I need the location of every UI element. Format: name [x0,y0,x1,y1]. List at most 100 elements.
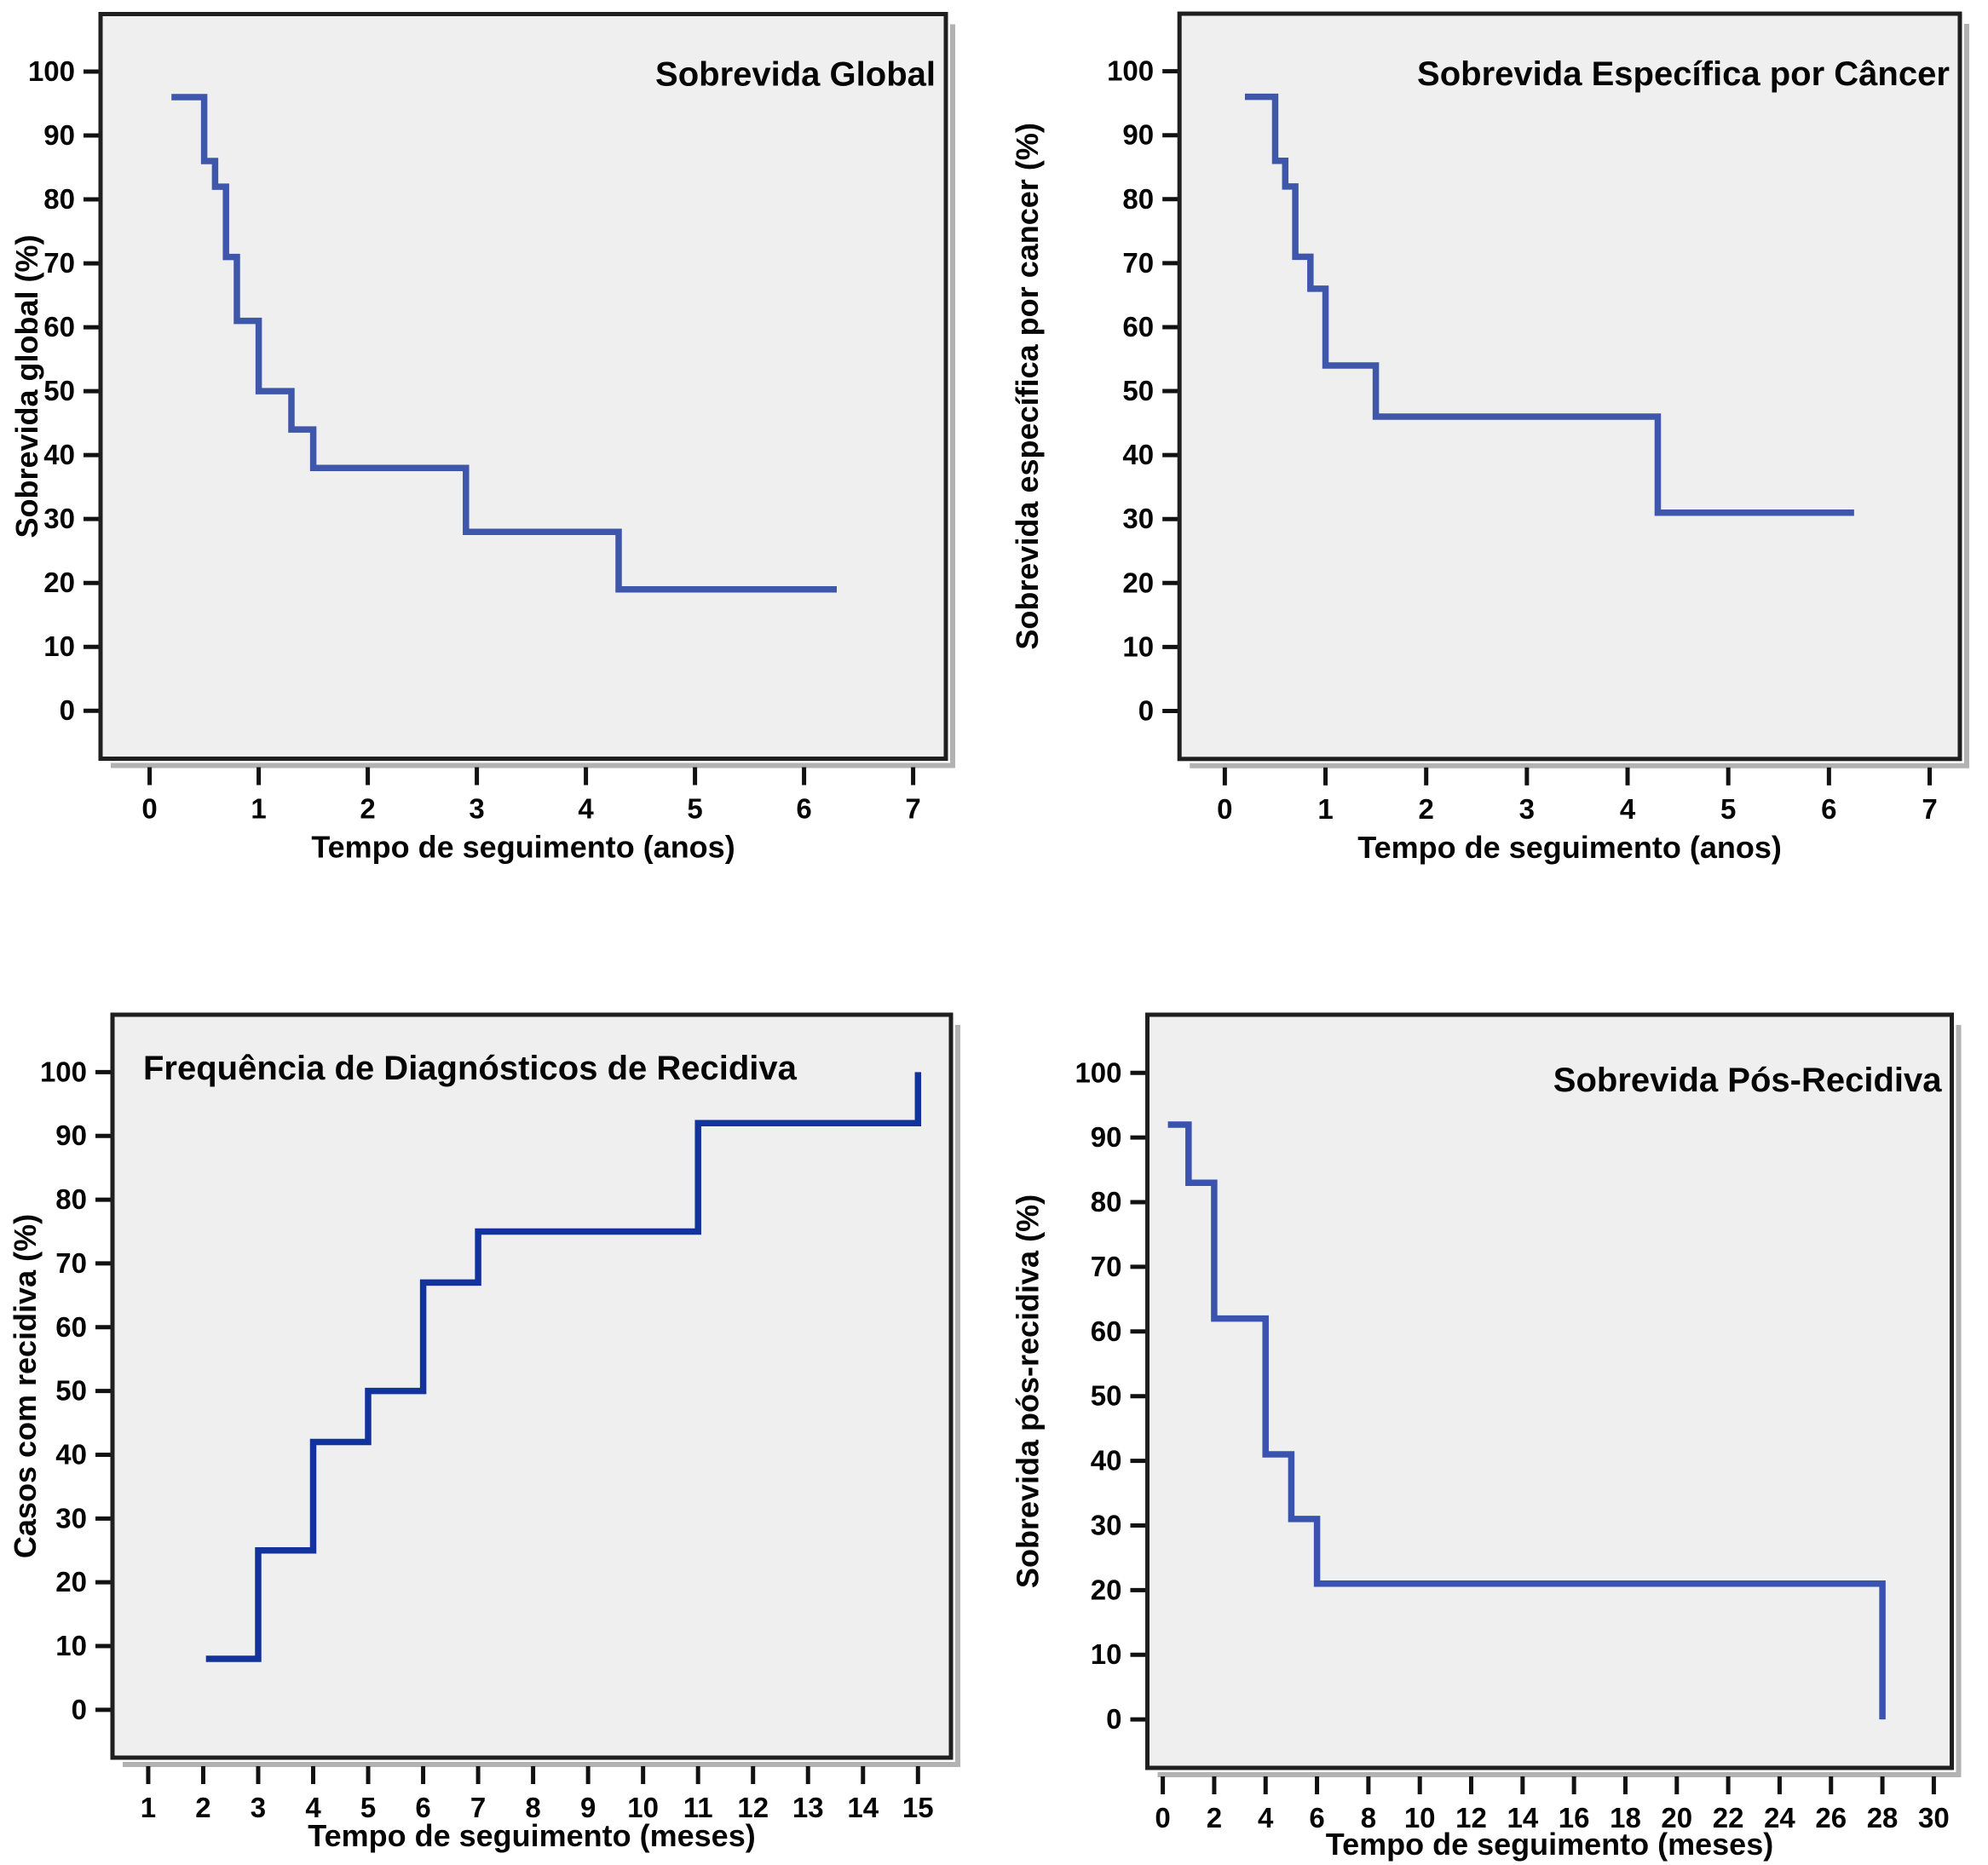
plot-frame [1145,1012,1954,1770]
panel-sobrevida-pos-recidiva: 0 2 4 6 8 10 12 14 16 18 20 22 24 26 28 30 0 10 20 30 40 50 60… [994,933,1988,1865]
x-tick-label: 5 [360,1792,376,1823]
plot-frame [98,12,948,761]
x-tick-label: 14 [1507,1802,1538,1833]
y-tick-label: 100 [28,55,75,87]
y-axis-label: Sobrevida global (%) [9,234,44,538]
y-tick-label: 0 [60,694,75,726]
y-tick-label: 40 [1091,1445,1122,1476]
x-tick-label: 6 [796,793,811,825]
y-tick-label: 20 [1091,1574,1122,1605]
y-tick-label: 40 [1122,439,1154,470]
chart-title: Sobrevida Específica por Câncer [1417,55,1950,93]
y-tick-label: 80 [1091,1186,1122,1217]
y-tick-label: 30 [43,503,75,534]
x-tick-label: 2 [1419,793,1434,825]
x-tick-label: 20 [1661,1802,1692,1833]
x-tick-label: 26 [1815,1802,1847,1833]
survival-step-line [1167,1121,1886,1720]
chart-title: Sobrevida Global [655,56,936,94]
frequencia-recidiva-chart: 1 2 3 4 5 6 7 8 9 10 11 12 13 14 150102030405060708090… [8,1012,960,1853]
frame-shadow [1190,24,1969,768]
x-tick-label: 10 [1404,1802,1436,1833]
y-tick-label: 90 [1091,1121,1122,1153]
y-tick-label: 10 [43,630,75,662]
y-axis-label: Sobrevida pós-recidiva (%) [1011,1194,1046,1588]
y-tick-label: 60 [55,1311,87,1343]
y-tick-label: 80 [55,1183,87,1215]
panel-sobrevida-especifica: 0 1 2 3 4 5 6 7 0 10 20 30 40 50 60 70 80 90 100 Sobrevida… [994,0,1988,933]
y-tick-label: 80 [43,183,75,215]
plot-area [1147,1015,1952,1768]
x-tick-label: 10 [627,1792,659,1823]
plot-frame [1177,11,1962,762]
frame-shadow [1157,1025,1962,1777]
x-tick-label: 0 [1217,793,1232,825]
x-tick-label: 3 [469,793,484,825]
plot-area [112,1015,951,1758]
y-tick-label: 20 [43,567,75,598]
x-tick-label: 13 [792,1792,824,1823]
y-tick-label: 70 [1122,247,1154,279]
x-tick-label: 8 [1361,1802,1376,1833]
x-tick-label: 12 [1455,1802,1487,1833]
panel-sobrevida-global: 0 1 2 3 4 5 6 7 0 10 20 30 40 50 60 70 80 90 100 Sobrevida… [0,0,994,933]
x-tick-label: 11 [683,1792,713,1823]
x-tick-label: 18 [1610,1802,1641,1833]
y-tick-label: 30 [1122,503,1154,534]
y-tick-label: 60 [1091,1315,1122,1347]
x-tick-label: 7 [470,1792,486,1823]
y-tick-label: 20 [55,1566,87,1597]
x-tick-label: 14 [847,1792,879,1823]
x-tick-label: 9 [580,1792,596,1823]
y-tick-label: 90 [43,119,75,151]
x-tick-label: 2 [360,793,375,825]
y-tick-label: 100 [1107,55,1154,87]
y-tick-label: 10 [1122,630,1154,662]
plot-area [101,14,946,759]
x-tick-label: 12 [737,1792,769,1823]
x-tick-label: 0 [141,793,157,825]
frame-shadow [123,1025,960,1767]
y-tick-label: 30 [55,1502,87,1534]
x-tick-label: 1 [1317,793,1333,825]
y-tick-label: 50 [55,1375,87,1407]
x-tick-label: 22 [1713,1802,1744,1833]
y-tick-label: 70 [43,247,75,279]
survival-step-line [1244,93,1854,516]
y-tick-label: 90 [1122,119,1154,151]
y-tick-label: 30 [1091,1509,1122,1540]
y-tick-label: 60 [43,311,75,342]
x-tick-label: 3 [1519,793,1535,825]
x-tick-label: 5 [1720,793,1736,825]
x-tick-label: 6 [1821,793,1836,825]
y-tick-label: 80 [1122,183,1154,215]
x-axis-label: Tempo de seguimento (meses) [1326,1827,1773,1862]
y-tick-label: 40 [55,1438,87,1470]
y-axis-label: Sobrevida específica por cancer (%) [1010,123,1045,650]
y-tick-label: 50 [43,375,75,406]
y-tick-label: 70 [1091,1251,1122,1282]
y-tick-label: 50 [1091,1380,1122,1412]
y-tick-label: 100 [40,1056,87,1087]
x-tick-label: 28 [1867,1802,1899,1833]
x-tick-label: 30 [1918,1802,1950,1833]
panel-frequencia-recidiva: 1 2 3 4 5 6 7 8 9 10 11 12 13 14 15 0 10 20 30 40 50 60 70 80 90… [0,933,994,1865]
x-tick-label: 7 [905,793,920,825]
x-axis-label: Tempo de seguimento (anos) [1357,830,1782,865]
frame-shadow [111,24,955,768]
y-axis-label: Casos com recidiva (%) [8,1214,43,1558]
y-tick-label: 0 [72,1694,87,1725]
chart-title: Frequência de Diagnósticos de Recidiva [143,1050,798,1087]
x-tick-label: 16 [1559,1802,1590,1833]
x-tick-label: 4 [1258,1802,1274,1833]
y-tick-label: 60 [1122,311,1154,342]
x-tick-label: 5 [687,793,702,825]
y-tick-label: 100 [1075,1056,1121,1088]
plot-area [1179,14,1960,759]
x-axis-label: Tempo de seguimento (anos) [311,830,735,865]
chart-title: Sobrevida Pós-Recidiva [1553,1062,1942,1099]
y-tick-label: 40 [43,439,75,470]
y-tick-label: 20 [1122,567,1154,598]
